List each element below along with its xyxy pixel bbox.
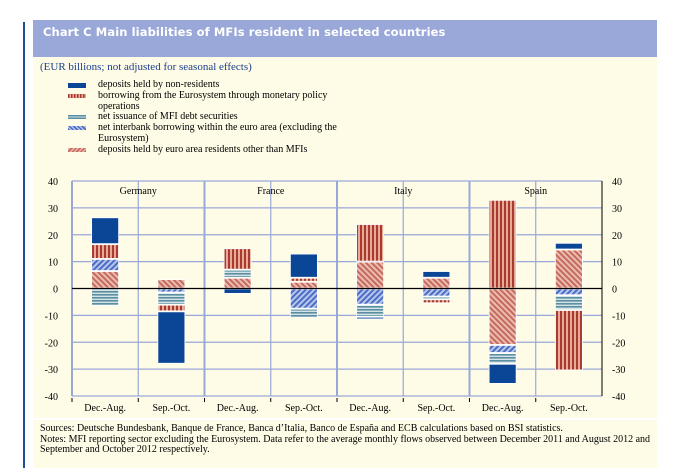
bar-segment-nonres <box>91 217 120 245</box>
legend-item-nonres: deposits held by non-residents <box>68 79 338 91</box>
y-tick-label-left: -30 <box>45 365 58 376</box>
bar-segment-debt <box>223 269 252 278</box>
y-tick-label-left: 30 <box>48 204 58 215</box>
group-label: Italy <box>394 186 412 197</box>
bar-segment-nonres <box>488 363 517 384</box>
legend-label: deposits held by non-residents <box>98 79 220 90</box>
bar-segment-ea <box>356 261 385 289</box>
bar-segment-nonres <box>157 311 186 364</box>
sources-note: Sources: Deutsche Bundesbank, Banque de … <box>40 423 563 434</box>
y-tick-label-left: 0 <box>53 285 58 296</box>
bar-segment-debt <box>422 296 451 300</box>
bar-segment-interbank <box>91 259 120 271</box>
chart-panel <box>33 20 657 468</box>
bar-segment-debt <box>488 353 517 364</box>
title-bar: Chart C Main liabilities of MFIs residen… <box>33 20 657 57</box>
bar-segment-nonres <box>223 288 252 294</box>
bar-segment-eurosys <box>157 304 186 312</box>
bar-segment-ea <box>488 288 517 345</box>
group-label: Germany <box>120 186 157 197</box>
legend-item-ea: deposits held by euro area residents oth… <box>68 143 338 156</box>
chart-footer: Sources: Deutsche Bundesbank, Banque de … <box>40 423 651 456</box>
legend-swatch-debt <box>68 115 86 120</box>
legend-item-interbank: net interbank borrowing within the euro … <box>68 122 338 145</box>
y-tick-label-left: -40 <box>45 392 58 403</box>
bar-segment-debt <box>157 292 186 305</box>
bar-segment-eurosys <box>356 224 385 262</box>
bar-segment-ea <box>91 271 120 289</box>
x-tick-label: Sep.-Oct. <box>285 403 323 414</box>
bar-segment-nonres <box>356 316 385 320</box>
bar-segment-interbank <box>554 288 583 296</box>
chart-title: Chart C Main liabilities of MFIs residen… <box>43 25 446 39</box>
bar-segment-eurosys <box>488 199 517 289</box>
y-tick-label-left: -20 <box>45 338 58 349</box>
bar-segment-interbank <box>157 288 186 293</box>
legend-swatch-nonres <box>68 83 86 88</box>
x-tick-label: Dec.-Aug. <box>217 403 259 414</box>
bar-segment-eurosys <box>289 277 318 282</box>
x-tick-label: Sep.-Oct. <box>550 403 588 414</box>
bar-segment-nonres <box>554 242 583 250</box>
bar-segment-debt <box>91 288 120 306</box>
bar-segment-ea <box>289 281 318 289</box>
x-tick-label: Sep.-Oct. <box>152 403 190 414</box>
footer-divider <box>33 418 657 420</box>
notes-text: Notes: MFI reporting sector excluding th… <box>40 433 651 456</box>
legend-label: net issuance of MFI debt securities <box>98 111 238 123</box>
legend-item-debt: net issuance of MFI debt securities <box>68 112 338 123</box>
legend-label: borrowing from the Eurosystem through mo… <box>98 89 328 112</box>
y-tick-label-right: -30 <box>612 365 625 376</box>
legend-swatch-eurosys <box>68 93 86 98</box>
bar-segment-ea <box>554 249 583 289</box>
legend-swatch-interbank <box>68 126 86 131</box>
bar-segment-interbank <box>488 345 517 353</box>
bar-segment-eurosys <box>91 244 120 259</box>
bar-segment-nonres <box>289 253 318 278</box>
legend-item-eurosys: borrowing from the Eurosystem through mo… <box>68 89 338 113</box>
left-rule <box>23 22 25 468</box>
bar-segment-interbank <box>356 288 385 305</box>
x-tick-label: Dec.-Aug. <box>482 403 524 414</box>
bar-segment-ea <box>422 277 451 289</box>
y-tick-label-left: 40 <box>48 177 58 188</box>
legend-label: deposits held by euro area residents oth… <box>98 143 308 155</box>
bar-segment-debt <box>289 308 318 318</box>
bar-segment-ea <box>223 277 252 289</box>
y-tick-label-left: -10 <box>45 311 58 322</box>
y-tick-label-right: -20 <box>612 338 625 349</box>
group-label: Spain <box>524 186 547 197</box>
chart-subtitle: (EUR billions; not adjusted for seasonal… <box>40 61 252 73</box>
y-tick-label-right: 40 <box>612 177 622 188</box>
bar-segment-ea <box>157 279 186 289</box>
x-tick-label: Sep.-Oct. <box>417 403 455 414</box>
y-tick-label-left: 20 <box>48 231 58 242</box>
y-tick-label-right: 20 <box>612 231 622 242</box>
bar-segment-debt <box>356 304 385 317</box>
bar-segment-nonres <box>422 271 451 278</box>
y-tick-label-right: -40 <box>612 392 625 403</box>
y-tick-label-right: -10 <box>612 311 625 322</box>
bar-segment-eurosys <box>422 299 451 304</box>
bar-segment-eurosys <box>554 310 583 371</box>
group-label: France <box>257 186 285 197</box>
y-tick-label-right: 0 <box>612 285 617 296</box>
legend-swatch-ea <box>68 147 86 152</box>
bar-segment-debt <box>554 295 583 310</box>
y-tick-label-right: 30 <box>612 204 622 215</box>
y-tick-label-left: 10 <box>48 258 58 269</box>
x-tick-label: Dec.-Aug. <box>349 403 391 414</box>
x-tick-label: Dec.-Aug. <box>84 403 126 414</box>
legend: deposits held by non-residents borrowing… <box>68 79 338 156</box>
legend-label: net interbank borrowing within the euro … <box>98 122 337 144</box>
bar-segment-interbank <box>422 288 451 297</box>
bar-segment-interbank <box>289 288 318 309</box>
bar-segment-eurosys <box>223 248 252 270</box>
y-tick-label-right: 10 <box>612 258 622 269</box>
